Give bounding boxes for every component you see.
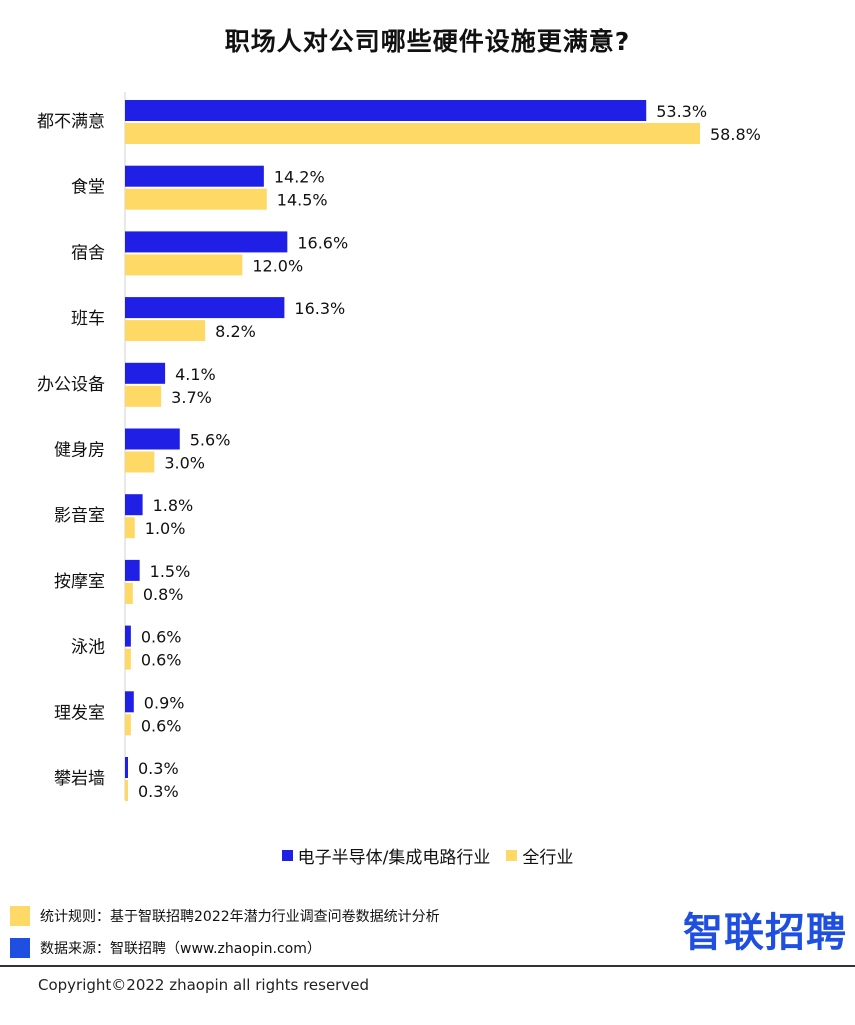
zhaopin-logo: 智联招聘 — [683, 910, 847, 956]
category-label: 健身房 — [54, 441, 105, 461]
legend-swatch-series-2 — [506, 850, 518, 861]
chart-title: 职场人对公司哪些硬件设施更满意? — [224, 27, 631, 56]
bar-series-1 — [125, 297, 285, 319]
data-label-series-1: 16.3% — [294, 299, 345, 318]
bar-series-1 — [125, 428, 180, 450]
data-label-series-1: 4.1% — [175, 365, 216, 384]
category-label: 泳池 — [71, 638, 105, 658]
data-label-series-2: 3.0% — [164, 454, 205, 473]
data-label-series-1: 0.9% — [144, 693, 185, 712]
note-rule: 统计规则：基于智联招聘2022年潜力行业调查问卷数据统计分析 — [10, 900, 440, 932]
note-rule-swatch — [10, 906, 30, 926]
note-source-swatch — [10, 938, 30, 958]
bar-series-1 — [125, 625, 131, 647]
data-label-series-1: 53.3% — [656, 102, 707, 121]
bar-series-2 — [125, 780, 128, 801]
bar-series-2 — [125, 714, 131, 736]
bar-series-1 — [125, 559, 140, 581]
bar-series-1 — [125, 100, 647, 121]
category-label: 按摩室 — [54, 572, 105, 592]
category-label: 影音室 — [54, 506, 105, 526]
note-rule-text: 统计规则：基于智联招聘2022年潜力行业调查问卷数据统计分析 — [40, 909, 440, 925]
category-label: 都不满意 — [37, 112, 105, 132]
bar-series-2 — [125, 123, 700, 144]
bar-series-2 — [125, 517, 135, 539]
category-label: 办公设备 — [37, 375, 105, 395]
data-label-series-2: 0.6% — [141, 716, 182, 735]
bar-series-1 — [125, 231, 288, 253]
category-label: 食堂 — [71, 178, 105, 198]
bar-series-1 — [125, 494, 143, 516]
legend-item-series-2: 全行业 — [506, 843, 573, 868]
bar-series-1 — [125, 362, 166, 384]
category-label: 班车 — [71, 309, 105, 329]
bar-series-2 — [125, 320, 206, 342]
note-source: 数据来源：智联招聘（www.zhaopin.com） — [10, 932, 440, 964]
bar-series-1 — [125, 691, 134, 713]
data-label-series-2: 0.3% — [138, 782, 179, 801]
category-label: 攀岩墙 — [54, 769, 105, 789]
data-label-series-2: 1.0% — [145, 519, 186, 538]
note-source-text: 数据来源：智联招聘（www.zhaopin.com） — [40, 941, 321, 957]
bar-series-2 — [125, 188, 267, 210]
data-label-series-1: 5.6% — [190, 431, 231, 450]
data-label-series-2: 0.6% — [141, 651, 182, 670]
data-label-series-2: 0.8% — [143, 585, 184, 604]
data-label-series-2: 12.0% — [252, 256, 303, 275]
bar-series-2 — [125, 385, 162, 407]
footer-divider — [0, 965, 855, 967]
bar-series-2 — [125, 648, 131, 670]
legend-label-series-1: 电子半导体/集成电路行业 — [297, 848, 491, 868]
data-label-series-2: 8.2% — [215, 322, 256, 341]
data-label-series-1: 1.5% — [150, 562, 191, 581]
bar-series-2 — [125, 254, 243, 276]
category-label: 理发室 — [54, 703, 105, 723]
bar-series-1 — [125, 165, 264, 187]
data-label-series-1: 0.6% — [141, 628, 182, 647]
legend-label-series-2: 全行业 — [522, 848, 574, 868]
copyright-text: Copyright©2022 zhaopin all rights reserv… — [38, 976, 369, 994]
data-label-series-2: 14.5% — [277, 191, 328, 210]
legend: 电子半导体/集成电路行业 全行业 — [0, 843, 855, 868]
data-label-series-2: 3.7% — [171, 388, 212, 407]
footnotes: 统计规则：基于智联招聘2022年潜力行业调查问卷数据统计分析 数据来源：智联招聘… — [10, 900, 440, 964]
bar-chart: 都不满意 53.3%58.8% 食堂 14.2% 14.5% 宿舍 16.6% 12.0% 班车… — [37, 92, 761, 801]
data-label-series-1: 0.3% — [138, 759, 179, 778]
bar-series-1 — [125, 757, 128, 778]
legend-item-series-1: 电子半导体/集成电路行业 — [281, 843, 491, 868]
bar-series-2 — [125, 582, 133, 604]
data-label-series-1: 1.8% — [153, 496, 194, 515]
legend-swatch-series-1 — [281, 850, 293, 861]
data-label-series-1: 16.6% — [297, 233, 348, 252]
bar-series-2 — [125, 451, 155, 473]
category-label: 宿舍 — [71, 243, 105, 263]
data-label-series-2: 58.8% — [710, 125, 761, 144]
data-label-series-1: 14.2% — [274, 168, 325, 187]
